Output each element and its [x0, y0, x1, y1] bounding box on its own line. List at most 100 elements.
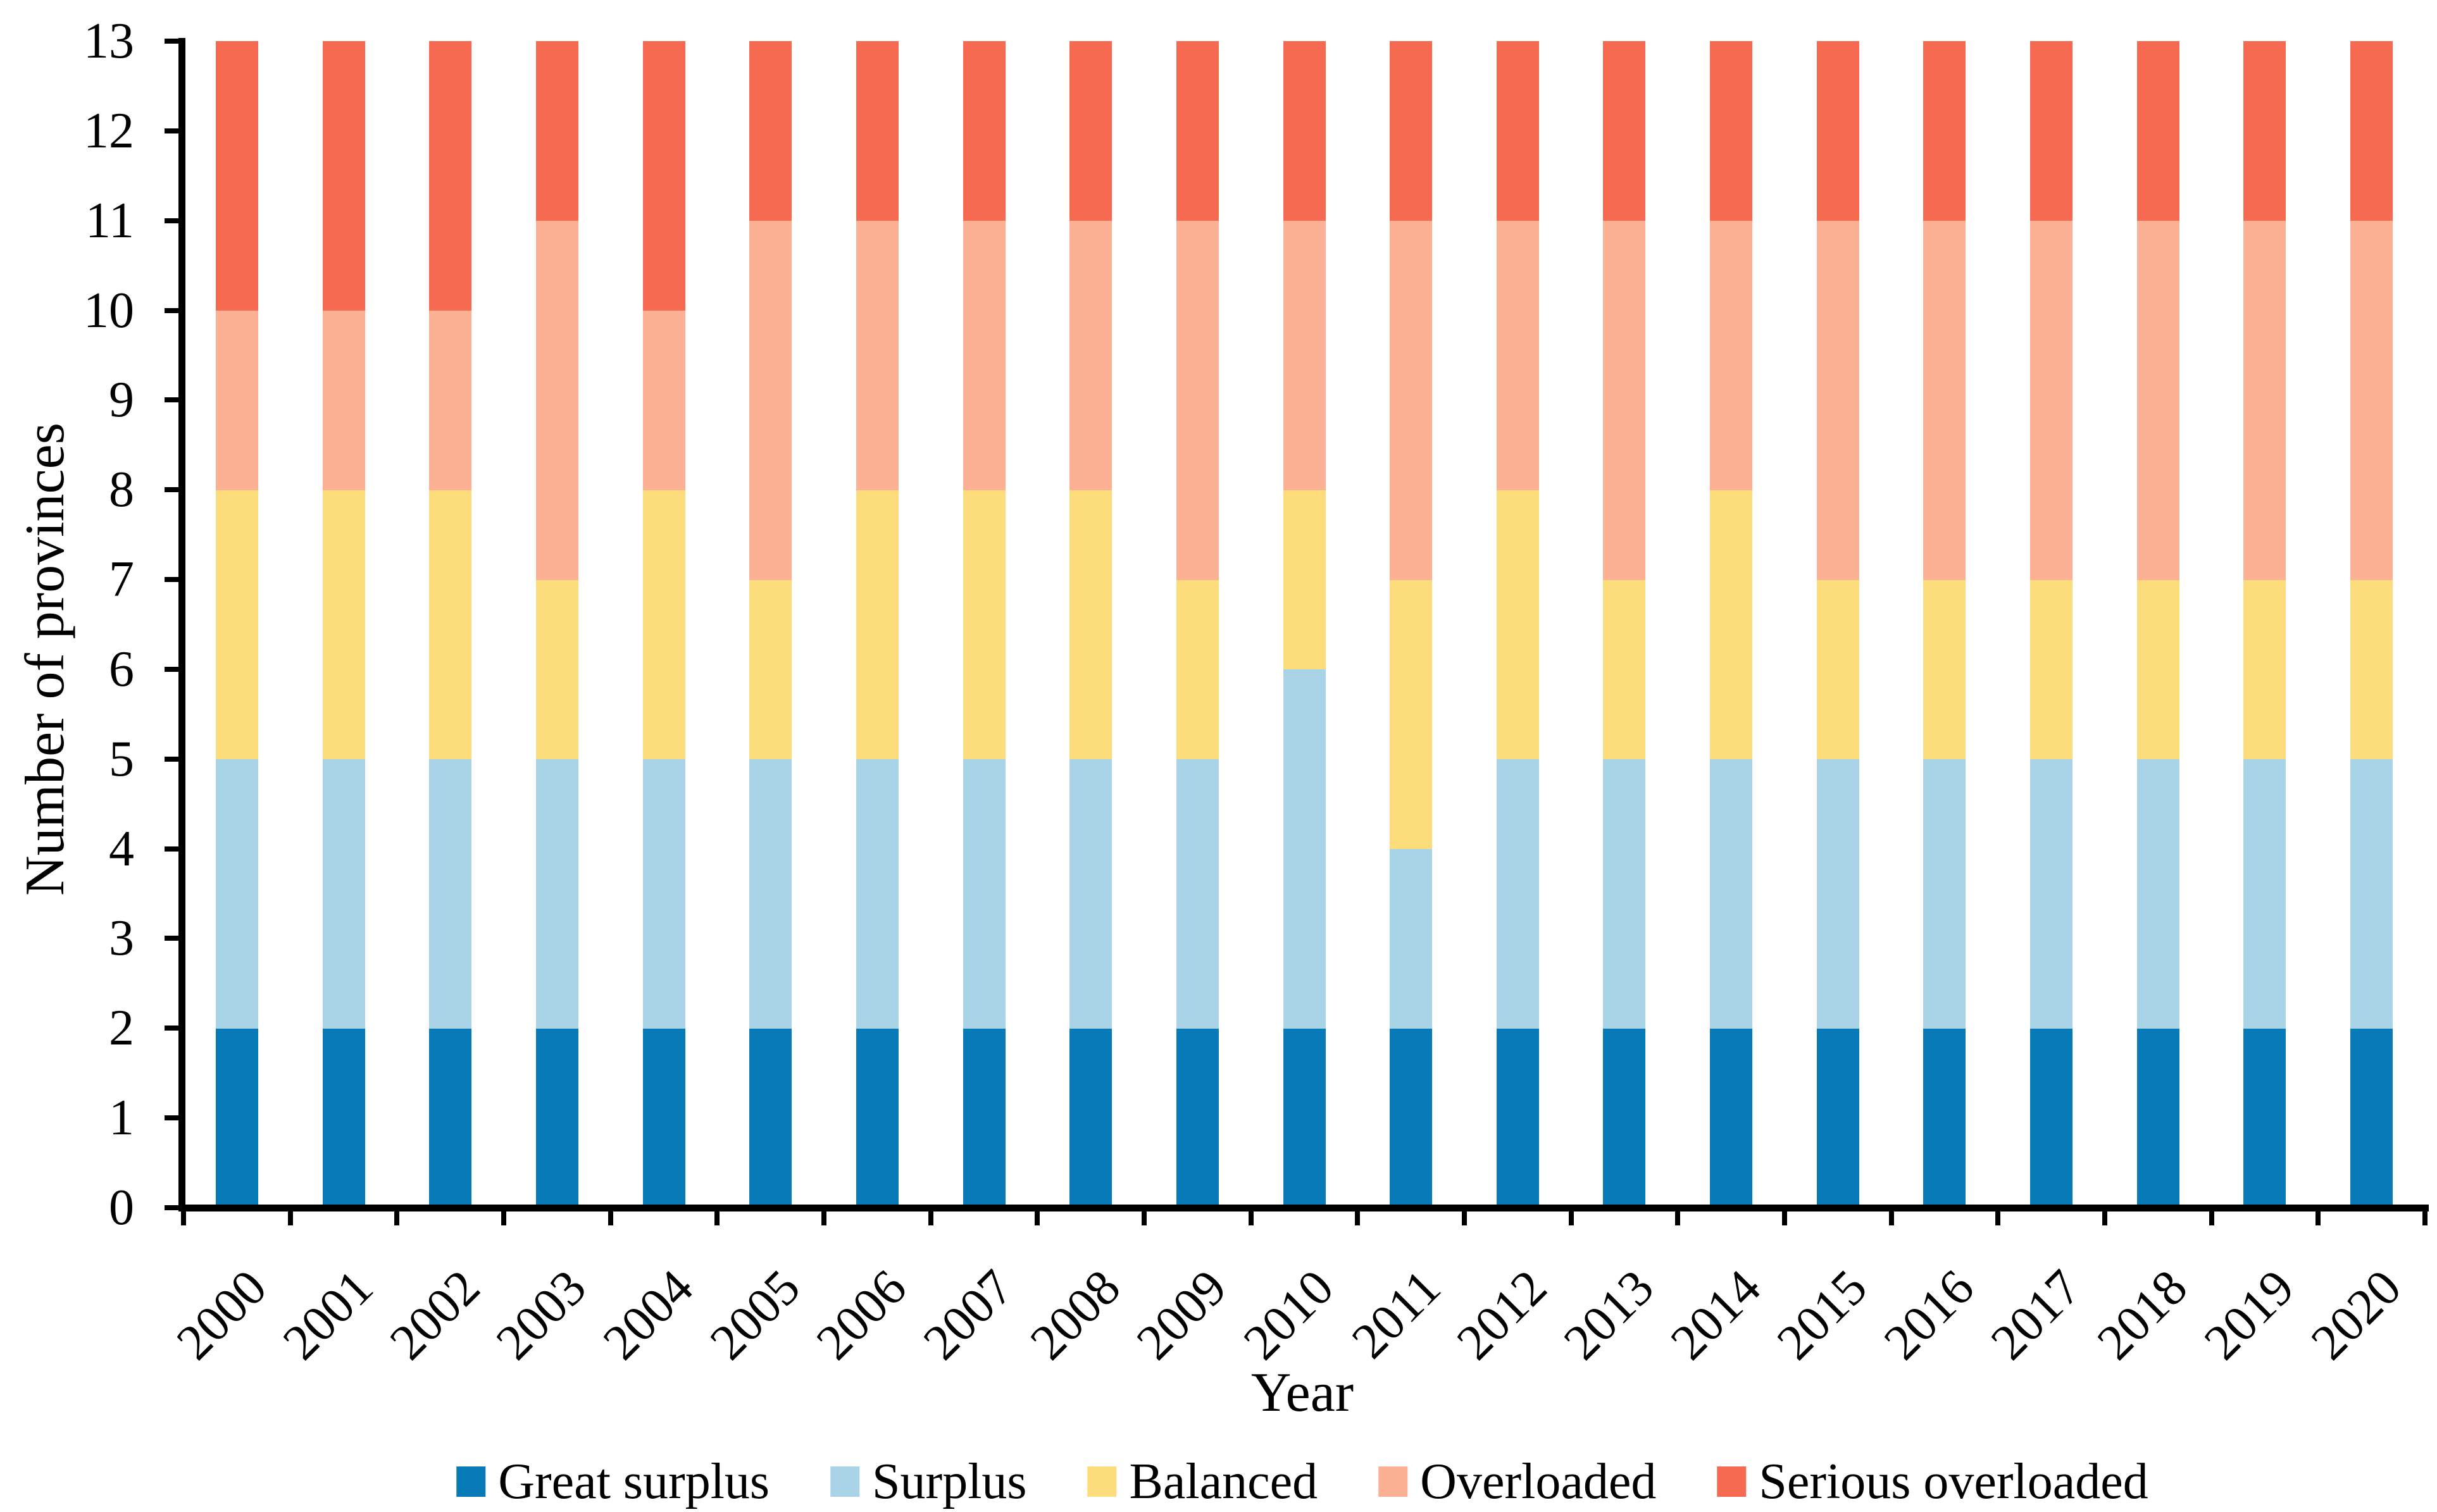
x-tick-label-2005: 2005 — [699, 1259, 811, 1371]
y-axis-title: Number of provinces — [15, 423, 76, 896]
legend-label: Balanced — [1129, 1454, 1318, 1509]
bar-segment-2009-balanced — [1176, 579, 1219, 760]
bar-segment-2018-overloaded — [2136, 220, 2179, 580]
legend-label: Surplus — [872, 1454, 1027, 1509]
bar-segment-2009-great-surplus — [1176, 1028, 1219, 1208]
bar-segment-2010-overloaded — [1283, 220, 1326, 490]
x-axis-tick — [714, 1211, 720, 1225]
bar-segment-2017-surplus — [2030, 759, 2073, 1029]
bar-segment-2016-balanced — [1923, 579, 1966, 760]
bar-segment-2018-surplus — [2136, 759, 2179, 1029]
bar-segment-2005-great-surplus — [749, 1028, 792, 1208]
legend-label: Serious overloaded — [1759, 1454, 2148, 1509]
bar-segment-2017-balanced — [2030, 579, 2073, 760]
legend: Great surplus Surplus Balanced Overloaded Se… — [456, 1454, 2148, 1509]
bar-segment-2020-balanced — [2350, 579, 2393, 760]
bar-segment-2006-overloaded — [856, 220, 899, 490]
bar-segment-2017-serious-overloaded — [2030, 40, 2073, 221]
x-axis-tick — [1142, 1211, 1147, 1225]
y-tick-label: 1 — [109, 1090, 134, 1146]
bar-segment-2015-serious-overloaded — [1816, 40, 1859, 221]
x-tick-label-2020: 2020 — [2300, 1259, 2412, 1371]
x-axis-tick — [2422, 1211, 2428, 1225]
bar-segment-2004-surplus — [642, 759, 685, 1029]
y-axis-tick — [165, 218, 178, 223]
x-tick-label-2011: 2011 — [1341, 1259, 1451, 1370]
bar-segment-2004-balanced — [642, 490, 685, 760]
bar-segment-2007-overloaded — [963, 220, 1006, 490]
bar-segment-2002-great-surplus — [429, 1028, 472, 1208]
legend-swatch-icon — [1087, 1466, 1117, 1497]
x-tick-label-2002: 2002 — [379, 1259, 490, 1371]
x-axis-tick — [2315, 1211, 2321, 1225]
bar-segment-2009-overloaded — [1176, 220, 1219, 580]
x-tick-label-2019: 2019 — [2193, 1259, 2305, 1371]
x-tick-label-2014: 2014 — [1660, 1259, 1771, 1371]
bar-segment-2003-overloaded — [535, 220, 578, 580]
x-axis-tick — [821, 1211, 827, 1225]
bar-segment-2002-surplus — [429, 759, 472, 1029]
x-axis-tick — [1568, 1211, 1574, 1225]
bar-segment-2016-overloaded — [1923, 220, 1966, 580]
x-axis-tick — [928, 1211, 933, 1225]
bar-segment-2015-balanced — [1816, 579, 1859, 760]
bar-segment-2012-balanced — [1496, 490, 1539, 760]
bar-segment-2004-serious-overloaded — [642, 40, 685, 311]
bar-segment-2008-surplus — [1069, 759, 1113, 1029]
y-axis-tick — [165, 936, 178, 941]
x-tick-label-2016: 2016 — [1873, 1259, 1985, 1371]
bar-segment-2017-overloaded — [2030, 220, 2073, 580]
y-axis-tick — [165, 128, 178, 133]
bar-segment-2015-surplus — [1816, 759, 1859, 1029]
x-axis-tick — [608, 1211, 613, 1225]
bar-segment-2019-great-surplus — [2243, 1028, 2286, 1208]
bar-segment-2003-balanced — [535, 579, 578, 760]
bar-segment-2000-great-surplus — [216, 1028, 258, 1208]
x-tick-label-2010: 2010 — [1233, 1259, 1345, 1371]
y-tick-label: 0 — [109, 1180, 134, 1236]
bar-segment-2013-balanced — [1603, 579, 1646, 760]
bar-segment-2002-balanced — [429, 490, 472, 760]
bar-segment-2015-great-surplus — [1816, 1028, 1859, 1208]
bar-segment-2005-balanced — [749, 579, 792, 760]
x-tick-label-2004: 2004 — [592, 1259, 704, 1371]
bar-segment-2001-balanced — [322, 490, 365, 760]
bar-segment-2011-serious-overloaded — [1390, 40, 1433, 221]
bar-segment-2001-great-surplus — [322, 1028, 365, 1208]
bar-segment-2003-great-surplus — [535, 1028, 578, 1208]
bar-segment-2017-great-surplus — [2030, 1028, 2073, 1208]
y-axis-tick — [165, 307, 178, 313]
bar-segment-2011-great-surplus — [1390, 1028, 1433, 1208]
bar-segment-2012-overloaded — [1496, 220, 1539, 490]
bar-segment-2008-great-surplus — [1069, 1028, 1113, 1208]
legend-label: Great surplus — [498, 1454, 770, 1509]
bar-segment-2004-overloaded — [642, 310, 685, 490]
bar-segment-2019-balanced — [2243, 579, 2286, 760]
bar-segment-2012-serious-overloaded — [1496, 40, 1539, 221]
y-axis-tick — [165, 1026, 178, 1031]
bar-segment-2002-serious-overloaded — [429, 40, 472, 311]
y-tick-label: 6 — [109, 641, 134, 697]
x-tick-label-2015: 2015 — [1767, 1259, 1878, 1371]
legend-swatch-icon — [456, 1466, 486, 1497]
bar-segment-2015-overloaded — [1816, 220, 1859, 580]
bar-segment-2000-overloaded — [216, 310, 258, 490]
bar-segment-2019-serious-overloaded — [2243, 40, 2286, 221]
bar-segment-2012-great-surplus — [1496, 1028, 1539, 1208]
bar-segment-2020-serious-overloaded — [2350, 40, 2393, 221]
bar-segment-2005-serious-overloaded — [749, 40, 792, 221]
legend-item-surplus: Surplus — [830, 1454, 1027, 1509]
legend-swatch-icon — [1717, 1466, 1747, 1497]
x-tick-label-2006: 2006 — [806, 1259, 918, 1371]
bar-segment-2007-serious-overloaded — [963, 40, 1006, 221]
x-tick-label-2007: 2007 — [913, 1259, 1025, 1371]
bar-segment-2001-surplus — [322, 759, 365, 1029]
x-axis-tick — [1355, 1211, 1361, 1225]
y-axis-tick — [165, 756, 178, 762]
y-axis-tick — [165, 846, 178, 852]
bar-segment-2010-great-surplus — [1283, 1028, 1326, 1208]
bar-segment-2014-great-surplus — [1710, 1028, 1753, 1208]
bar-segment-2010-serious-overloaded — [1283, 40, 1326, 221]
bar-segment-2008-balanced — [1069, 490, 1113, 760]
